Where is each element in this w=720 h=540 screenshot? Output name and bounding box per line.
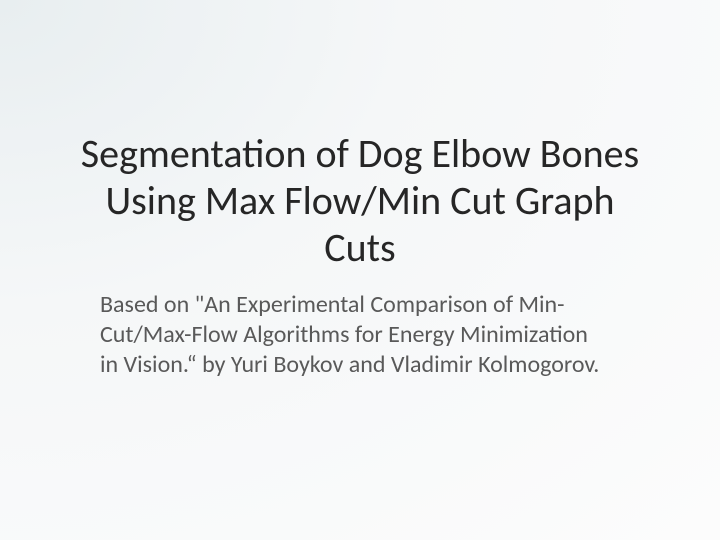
slide-container: Segmentation of Dog Elbow Bones Using Ma… bbox=[0, 0, 720, 540]
slide-title: Segmentation of Dog Elbow Bones Using Ma… bbox=[70, 130, 650, 272]
slide-subtitle: Based on "An Experimental Comparison of … bbox=[70, 290, 630, 380]
